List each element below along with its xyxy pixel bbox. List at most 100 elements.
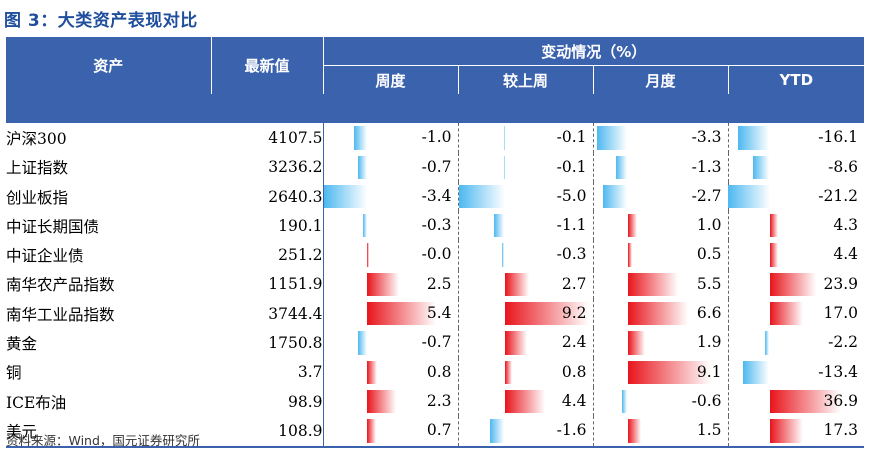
negative-bar	[458, 184, 505, 209]
cell-week: 2.3	[323, 386, 459, 417]
cell-week: -0.3	[323, 211, 459, 241]
latest-value: 98.9	[211, 386, 324, 417]
negative-bar	[501, 243, 505, 267]
change-value: 0.5	[696, 245, 722, 264]
change-value: 2.3	[426, 391, 452, 410]
asset-name: 南华农产品指数	[6, 276, 115, 295]
change-value: -0.7	[421, 157, 452, 176]
cell-week: 0.7	[323, 416, 459, 448]
negative-bar	[738, 126, 770, 150]
table-row: 沪深300 4107.5 -1.0 -0.1 -3.3 -16.1	[6, 123, 864, 153]
header-asset: 资产	[6, 37, 212, 94]
negative-bar	[358, 155, 367, 179]
negative-bar	[615, 155, 628, 179]
cell-ytd: 36.9	[728, 387, 864, 416]
cell-vs-last-week: -1.1	[458, 211, 594, 241]
change-value: 6.6	[696, 304, 722, 323]
change-value: -0.1	[556, 128, 587, 147]
table-row: 南华工业品指数 3744.4 5.4 9.2 6.6 17.0	[6, 299, 864, 329]
change-value: 0.7	[426, 421, 452, 440]
positive-bar	[627, 272, 679, 297]
source-note: 资料来源：Wind，国元证券研究所	[6, 433, 200, 448]
latest-value: 3236.2	[211, 152, 324, 182]
change-value: 17.0	[823, 304, 859, 323]
cell-month: 5.5	[593, 269, 729, 300]
change-value: 5.5	[696, 274, 722, 293]
positive-bar	[367, 360, 378, 384]
header-vs-last-week: 较上周	[458, 65, 594, 94]
change-value: 2.7	[561, 274, 587, 293]
positive-bar	[769, 214, 778, 238]
positive-bar	[769, 302, 803, 326]
negative-bar	[765, 331, 770, 355]
positive-bar	[367, 389, 397, 414]
negative-bar	[323, 184, 368, 209]
cell-ytd: -2.2	[728, 328, 864, 357]
positive-bar	[504, 302, 590, 326]
negative-bar	[602, 184, 628, 209]
positive-bar	[627, 360, 712, 384]
change-value: 2.5	[426, 274, 452, 293]
cell-week: -0.7	[323, 328, 459, 358]
cell-ytd: 23.9	[728, 270, 864, 299]
change-value: 1.0	[696, 216, 722, 235]
cell-month: -0.6	[593, 386, 729, 417]
positive-bar	[504, 272, 530, 297]
positive-bar	[627, 214, 637, 238]
header-ytd: YTD	[728, 65, 865, 94]
cell-month: 1.5	[593, 416, 729, 448]
change-value: 4.4	[833, 245, 859, 264]
latest-value: 3744.4	[211, 299, 324, 329]
cell-month: 9.1	[593, 357, 729, 387]
asset-name: 创业板指	[6, 188, 69, 207]
asset-name: 南华工业品指数	[6, 305, 115, 324]
cell-ytd: 4.4	[728, 240, 864, 269]
cell-week: 2.5	[323, 269, 459, 300]
latest-value: 251.2	[211, 240, 324, 270]
change-value: 2.4	[561, 333, 587, 352]
positive-bar	[769, 389, 842, 414]
table-row: 南华农产品指数 1151.9 2.5 2.7 5.5 23.9	[6, 269, 864, 300]
cell-vs-last-week: -1.6	[458, 416, 594, 448]
positive-bar	[504, 360, 512, 384]
change-value: 17.3	[823, 421, 859, 440]
negative-bar	[363, 214, 367, 238]
cell-month: -3.3	[593, 123, 729, 153]
change-value: -3.3	[691, 128, 722, 147]
positive-bar	[367, 302, 437, 326]
table-row: 美元 108.9 0.7 -1.6 1.5 17.3	[6, 416, 865, 448]
change-value: -1.3	[691, 157, 722, 176]
table-row: 创业板指 2640.3 -3.4 -5.0 -2.7 -21.2	[6, 181, 864, 212]
change-value: 4.3	[833, 216, 859, 235]
cell-week: -3.4	[323, 181, 459, 212]
negative-bar	[503, 155, 506, 179]
cell-ytd: -16.1	[728, 123, 864, 152]
cell-vs-last-week: 2.7	[458, 269, 594, 300]
cell-week: -0.7	[323, 152, 459, 182]
change-value: -0.6	[691, 391, 722, 410]
cell-ytd: -13.4	[728, 358, 864, 387]
change-value: -13.4	[818, 362, 859, 381]
change-value: 1.9	[696, 333, 722, 352]
negative-bar	[597, 126, 628, 150]
change-value: -16.1	[818, 128, 859, 147]
cell-vs-last-week: 9.2	[458, 299, 594, 329]
negative-bar	[728, 184, 770, 209]
asset-name: 黄金	[6, 335, 38, 354]
negative-bar	[743, 360, 770, 384]
cell-vs-last-week: 0.8	[458, 357, 594, 387]
table-row: ICE布油 98.9 2.3 4.4 -0.6 36.9	[6, 386, 864, 417]
change-value: -0.0	[421, 245, 452, 264]
positive-bar	[504, 389, 545, 414]
latest-value: 2640.3	[211, 181, 324, 212]
negative-bar	[489, 419, 505, 443]
positive-bar	[769, 419, 804, 443]
change-value: 23.9	[823, 274, 859, 293]
table-row: 中证长期国债 190.1 -0.3 -1.1 1.0 4.3	[6, 211, 864, 241]
cell-vs-last-week: 4.4	[458, 386, 594, 417]
negative-bar	[494, 214, 505, 238]
change-value: -1.1	[556, 216, 587, 235]
cell-month: -2.7	[593, 181, 729, 212]
positive-bar	[769, 272, 817, 297]
cell-ytd: 17.0	[728, 299, 864, 328]
